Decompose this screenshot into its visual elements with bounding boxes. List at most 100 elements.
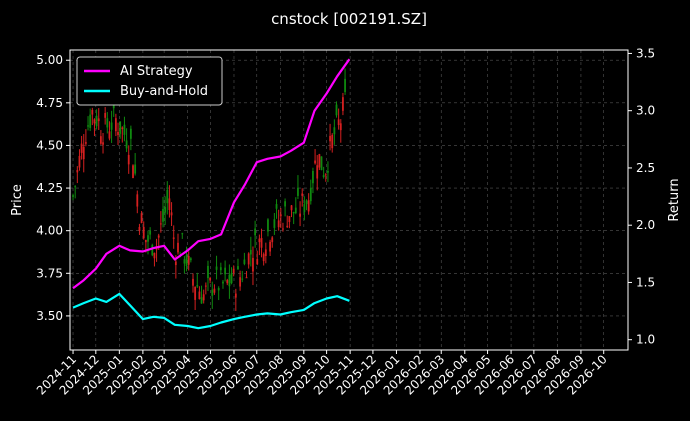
candle-body <box>78 155 81 168</box>
candle-body <box>333 127 336 135</box>
right-tick-label: 3.5 <box>636 46 655 60</box>
candle-body <box>314 160 316 164</box>
candle-body <box>157 235 160 238</box>
series-line-buy-and-hold <box>72 292 350 330</box>
candle-body <box>288 216 291 222</box>
candle-body <box>183 259 186 264</box>
candle-body <box>267 219 269 232</box>
candle-body <box>282 228 284 230</box>
candle-body <box>232 268 235 274</box>
candle-body <box>279 214 282 217</box>
candle-body <box>181 233 184 235</box>
candle-body <box>224 267 227 275</box>
candle-body <box>344 78 346 93</box>
candle-body <box>177 242 179 253</box>
candle-body <box>202 294 205 301</box>
candle-body <box>305 200 308 205</box>
candle-body <box>170 212 173 216</box>
candle-body <box>97 118 100 122</box>
price-candles <box>72 68 346 311</box>
candle-body <box>142 226 145 239</box>
candle-body <box>192 278 194 286</box>
candle-body <box>168 198 171 211</box>
candle-body <box>247 253 250 265</box>
series-line-ai-strategy <box>72 58 351 290</box>
candle-body <box>230 273 233 284</box>
candle-body <box>119 121 122 134</box>
candle-body <box>99 136 102 144</box>
candle-body <box>245 277 248 279</box>
candle-body <box>132 165 134 178</box>
candle-body <box>239 277 242 287</box>
candle-body <box>252 257 254 272</box>
candle-body <box>299 213 301 217</box>
right-axis-label: Return <box>667 178 682 221</box>
candle-body <box>114 118 117 132</box>
candle-body <box>76 169 79 173</box>
candle-body <box>198 291 201 300</box>
candle-body <box>187 256 190 265</box>
candle-body <box>164 207 167 213</box>
candle-body <box>106 118 109 128</box>
left-tick-label: 3.75 <box>36 266 63 280</box>
legend: AI Strategy Buy-and-Hold <box>76 56 223 106</box>
candle-body <box>87 125 89 127</box>
chart-title: cnstock [002191.SZ] <box>271 10 427 28</box>
candle-body <box>309 188 312 202</box>
candle-body <box>144 239 147 243</box>
candle-body <box>320 156 323 171</box>
candle-body <box>335 104 338 116</box>
candle-body <box>228 274 231 287</box>
candle-body <box>273 219 276 228</box>
series-lines <box>72 58 351 330</box>
plot-frame <box>69 49 629 351</box>
candle-body <box>185 254 188 266</box>
candle-body <box>174 261 177 266</box>
candle-body <box>342 97 344 111</box>
candle-body <box>258 238 261 243</box>
candle-body <box>72 195 74 197</box>
candle-body <box>82 146 85 160</box>
candle-body <box>95 115 98 127</box>
candle-body <box>127 154 130 165</box>
left-tick-label: 3.50 <box>36 309 63 323</box>
left-tick-label: 4.25 <box>36 181 63 195</box>
candle-body <box>277 220 280 228</box>
candle-body <box>243 259 246 264</box>
candle-body <box>159 223 162 225</box>
candle-body <box>129 128 132 139</box>
right-tick-label: 1.0 <box>636 333 655 347</box>
candle-body <box>151 244 154 256</box>
candle-body <box>222 281 224 284</box>
candle-body <box>307 200 310 212</box>
left-tick-label: 4.00 <box>36 224 63 238</box>
candle-body <box>204 285 207 287</box>
candle-body <box>110 122 113 130</box>
candle-body <box>316 165 319 179</box>
right-axis: 1.0 1.5 2.0 2.5 3.0 3.5 <box>628 46 655 347</box>
candle-body <box>249 249 252 255</box>
candle-body <box>89 114 92 128</box>
candle-body <box>271 237 274 243</box>
candle-body <box>297 187 299 196</box>
candle-body <box>207 265 209 279</box>
left-tick-label: 5.00 <box>36 53 63 67</box>
candle-body <box>162 208 164 222</box>
candle-body <box>234 293 237 298</box>
candle-body <box>108 131 111 139</box>
right-tick-label: 2.0 <box>636 218 655 232</box>
candle-body <box>241 278 244 280</box>
candle-body <box>256 259 259 265</box>
candle-body <box>93 119 96 124</box>
candle-body <box>166 189 169 204</box>
candle-body <box>322 175 325 177</box>
left-tick-label: 4.75 <box>36 96 63 110</box>
candle-body <box>339 123 342 131</box>
candle-body <box>292 211 295 214</box>
candle-body <box>104 113 107 118</box>
candle-body <box>102 142 104 145</box>
candle-body <box>324 174 327 176</box>
candle-body <box>153 252 156 259</box>
left-tick-label: 4.50 <box>36 138 63 152</box>
candle-body <box>301 193 304 196</box>
